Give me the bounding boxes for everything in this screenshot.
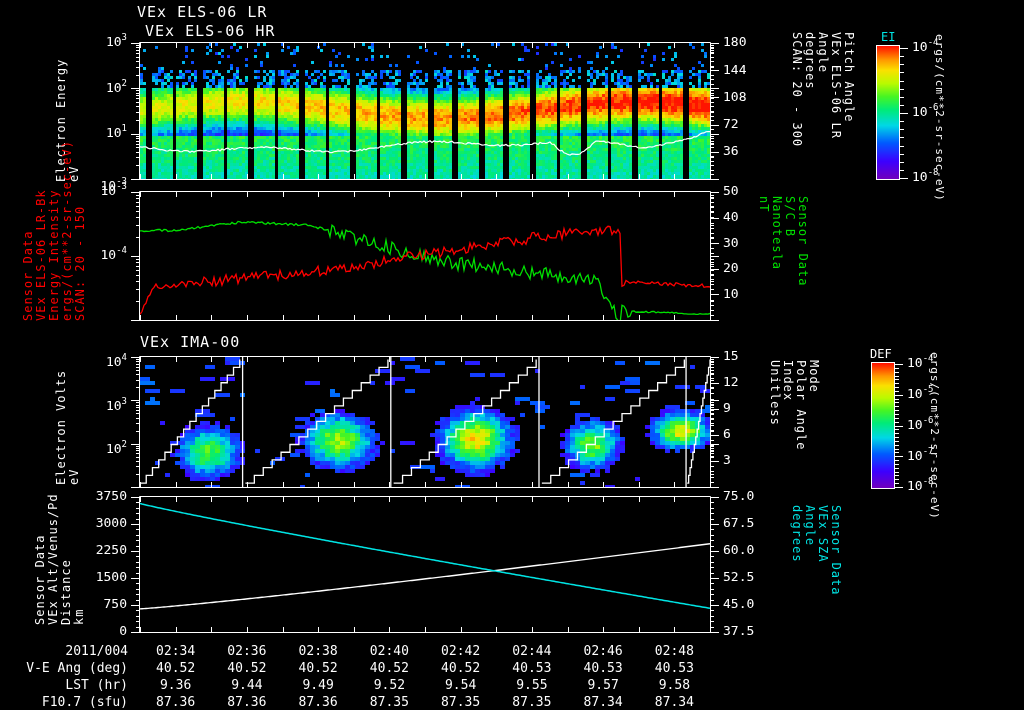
footer-cell-r2-c3: 9.52 [373,678,406,693]
footer-cell-r2-c7: 9.58 [658,678,691,693]
footer-cell-r1-c7: 40.53 [654,661,694,676]
footer-cell-r0-c5: 02:44 [512,644,552,659]
footer-cell-r2-c2: 9.49 [302,678,334,693]
footer-cell-r3-c1: 87.36 [227,695,267,710]
footer-cell-r3-c5: 87.35 [512,695,552,710]
footer-cell-r1-c2: 40.52 [298,661,338,676]
footer-cell-r2-c4: 9.54 [444,678,477,693]
footer-cell-r3-c2: 87.36 [298,695,338,710]
footer-cell-r3-c4: 87.35 [441,695,481,710]
footer-row-label-3: F10.7 (sfu) [41,695,128,710]
def-colorbar [871,362,895,489]
footer-cell-r0-c3: 02:40 [369,644,409,659]
footer-row-label-2: LST (hr) [65,678,128,693]
footer-cell-r1-c5: 40.53 [512,661,552,676]
footer-cell-r1-c0: 40.52 [156,661,196,676]
footer-cell-r2-c6: 9.57 [587,678,619,693]
def-colorbar-unit-label: ergs/(cm**2-sr-sec-eV) [928,352,941,520]
footer-cell-r1-c3: 40.52 [369,661,409,676]
footer-cell-r2-c5: 9.55 [516,678,548,693]
footer-cell-r2-c0: 9.36 [159,678,192,693]
footer-cell-r3-c0: 87.36 [156,695,196,710]
footer-row-label-0: 2011/004 [65,644,128,659]
def-colorbar-title: DEF [870,347,892,361]
footer-cell-r0-c1: 02:36 [227,644,267,659]
footer-row-label-1: V-E Ang (deg) [26,661,128,676]
footer-cell-r3-c7: 87.34 [654,695,694,710]
footer-cell-r0-c4: 02:42 [441,644,481,659]
el-colorbar-title: EI [881,30,896,44]
footer-cell-r0-c7: 02:48 [654,644,694,659]
footer-cell-r3-c3: 87.35 [369,695,409,710]
footer-cell-r0-c2: 02:38 [298,644,338,659]
el-colorbar [876,45,900,180]
footer-cell-r0-c0: 02:34 [156,644,196,659]
footer-cell-r2-c1: 9.44 [231,678,263,693]
el-colorbar-unit-label: ergs/(cm**2-sr-sec-eV) [933,34,946,202]
footer-cell-r0-c6: 02:46 [583,644,623,659]
footer-cell-r1-c1: 40.52 [227,661,267,676]
footer-cell-r3-c6: 87.34 [583,695,623,710]
footer-cell-r1-c4: 40.52 [441,661,481,676]
footer-cell-r1-c6: 40.53 [583,661,623,676]
